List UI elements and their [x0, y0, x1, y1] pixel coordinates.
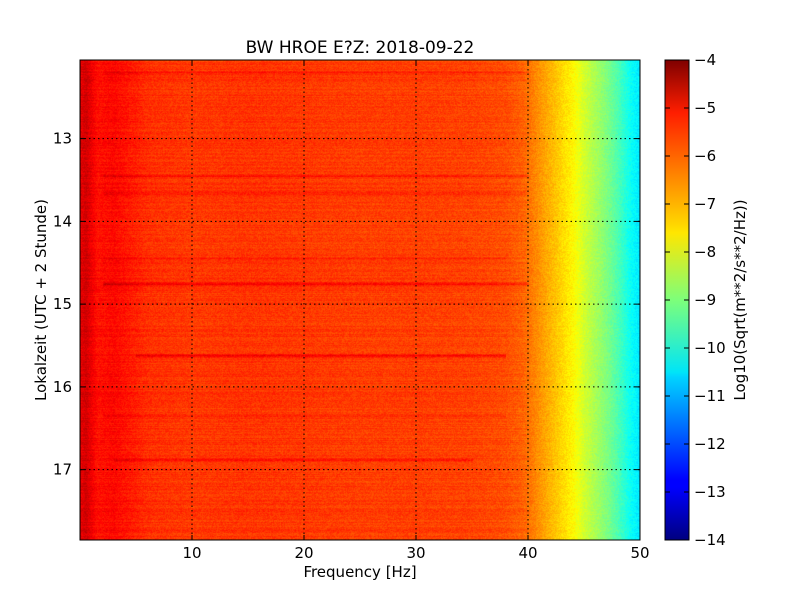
colorbar-tick-label: −5 — [694, 99, 716, 117]
colorbar-ticks: −4 −5 −6 −7 −8 −9 −10 −11 −12 −13 −14 — [665, 51, 726, 549]
x-tick-label: 20 — [294, 544, 313, 562]
y-tick-label: 16 — [53, 378, 72, 396]
colorbar-tick-label: −13 — [694, 483, 726, 501]
colorbar: −4 −5 −6 −7 −8 −9 −10 −11 −12 −13 −14 — [664, 51, 726, 549]
colorbar-tick-label: −10 — [694, 339, 726, 357]
colorbar-tick-label: −11 — [694, 387, 726, 405]
colorbar-tick-label: −12 — [694, 435, 726, 453]
colorbar-tick-label: −9 — [694, 291, 716, 309]
grid-lines — [80, 60, 640, 540]
colorbar-tick-label: −6 — [694, 147, 716, 165]
y-axis-label: Lokalzeit (UTC + 2 Stunde) — [32, 199, 50, 401]
colorbar-tick-label: −7 — [694, 195, 716, 213]
colorbar-label: Log10(Sqrt(m**2/s**2/Hz)) — [731, 199, 749, 400]
y-axis-ticks: 13 14 15 16 17 — [53, 130, 640, 479]
plot-frame — [79, 59, 641, 541]
y-tick-label: 15 — [53, 295, 72, 313]
x-tick-label: 40 — [518, 544, 537, 562]
chart-title: BW HROE E?Z: 2018-09-22 — [246, 38, 475, 58]
colorbar-tick-label: −14 — [694, 531, 726, 549]
colorbar-tick-label: −8 — [694, 243, 716, 261]
x-tick-label: 10 — [182, 544, 201, 562]
x-axis-label: Frequency [Hz] — [303, 563, 416, 581]
x-axis-ticks: 10 20 30 40 50 — [182, 60, 650, 562]
colorbar-tick-label: −4 — [694, 51, 716, 69]
y-tick-label: 13 — [53, 130, 72, 148]
x-tick-label: 30 — [406, 544, 425, 562]
y-tick-label: 14 — [53, 212, 72, 230]
x-tick-label: 50 — [630, 544, 649, 562]
y-tick-label: 17 — [53, 461, 72, 479]
spectrogram-heatmap — [80, 60, 640, 540]
plot-area: 10 20 30 40 50 13 14 15 16 17 — [53, 59, 650, 562]
